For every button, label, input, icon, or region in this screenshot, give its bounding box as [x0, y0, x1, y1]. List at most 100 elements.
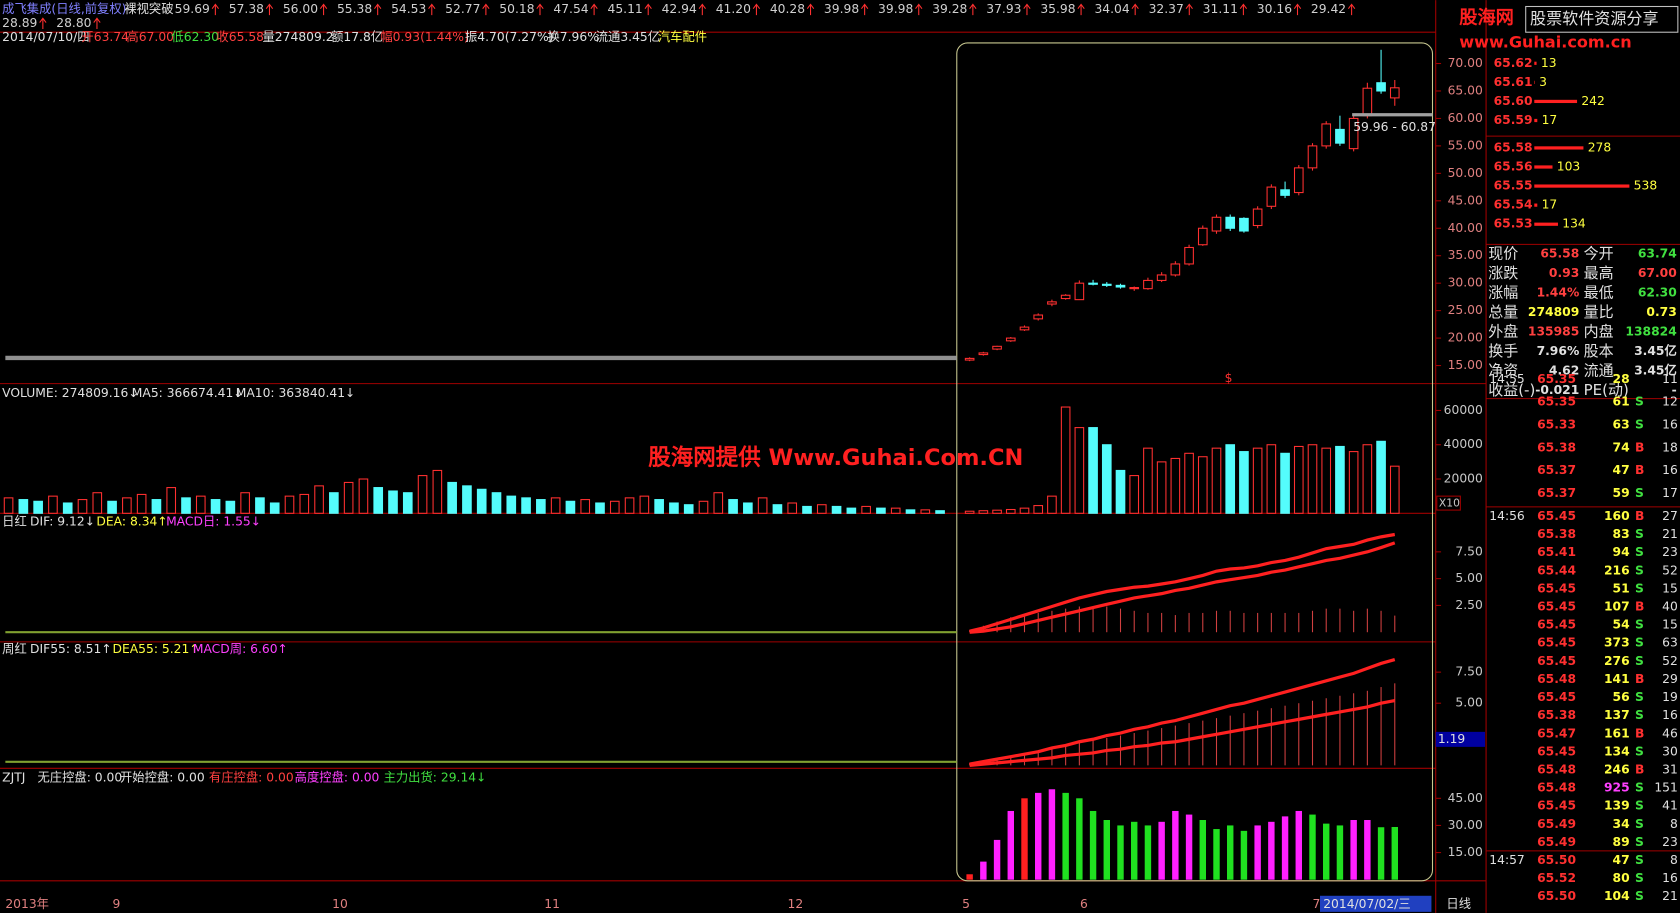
zjtj-bar	[1185, 814, 1193, 880]
volume-bar	[299, 493, 310, 514]
volume-bar	[609, 500, 620, 514]
header-item: 开63.74	[81, 30, 129, 44]
y-tick-label: 35.00	[1448, 248, 1483, 262]
quote-label: 外盘	[1488, 323, 1518, 341]
trade-count: 46	[1662, 726, 1678, 740]
up-arrow	[319, 3, 328, 16]
level: 34.04	[1094, 2, 1129, 16]
volume-bar	[240, 492, 250, 514]
level: 31.11	[1203, 2, 1238, 16]
trade-side: S	[1635, 527, 1644, 541]
zjtj-bar	[1172, 810, 1179, 880]
volume-bar	[343, 481, 354, 514]
quote-label: 流通	[1584, 361, 1614, 379]
volume-bar	[743, 502, 753, 514]
quote-label: 换手	[1488, 342, 1518, 360]
up-arrow	[590, 3, 598, 16]
logo-url: www.Guhai.com.cn	[1459, 32, 1631, 51]
volume-bar	[388, 490, 398, 514]
y-tick-label: 20000	[1444, 472, 1483, 486]
y-tick-label: 50.00	[1448, 166, 1483, 180]
zjtj-bar	[1391, 826, 1398, 880]
trade-side: S	[1635, 817, 1644, 831]
candle-body	[1088, 282, 1098, 285]
y-tick-label: 15.00	[1448, 845, 1483, 859]
trade-volume: 83	[1613, 527, 1630, 541]
book-volume: 242	[1581, 94, 1605, 108]
trade-price: 65.47	[1537, 726, 1576, 740]
trade-count: 11	[1662, 372, 1678, 386]
y-tick-label: 65.00	[1448, 83, 1483, 97]
book-price: 65.53	[1494, 217, 1533, 231]
volume-bar	[816, 504, 827, 514]
trade-side: B	[1635, 440, 1644, 454]
x-label: 11	[544, 897, 560, 911]
quote-value: 63.74	[1638, 246, 1677, 260]
level: 42.94	[662, 2, 697, 16]
trade-volume: 104	[1604, 889, 1630, 903]
panel-label: MACD日: 1.55↓	[166, 514, 261, 528]
trade-price: 65.41	[1537, 545, 1576, 559]
trade-side: B	[1635, 463, 1644, 477]
up-arrow	[752, 3, 761, 16]
candle-body	[1266, 186, 1277, 207]
quote-value: 3.45亿	[1634, 343, 1677, 358]
book-volume: 13	[1541, 56, 1557, 70]
volume-bar	[1197, 456, 1208, 514]
volume-bar	[876, 507, 886, 514]
level: 59.69	[175, 2, 210, 16]
volume-bar	[728, 499, 738, 514]
volume-bar	[462, 485, 472, 514]
zjtj-bar	[1295, 810, 1302, 880]
level: 55.38	[337, 2, 372, 16]
panel-label: 无庄控盘: 0.00	[38, 769, 123, 784]
quote-value: 138824	[1625, 325, 1676, 339]
zjtj-bar	[1158, 821, 1165, 880]
up-arrow	[211, 3, 219, 16]
book-volume: 103	[1557, 160, 1581, 174]
zjtj-bar	[1035, 792, 1042, 880]
volume-bar	[1019, 507, 1030, 514]
trade-volume: 373	[1604, 636, 1630, 650]
candle-body	[1019, 326, 1030, 331]
candle-body	[1376, 82, 1386, 92]
quote-label: 股本	[1584, 342, 1614, 360]
trade-count: 21	[1662, 889, 1678, 903]
candle-body	[1335, 128, 1345, 144]
level: 39.98	[824, 2, 859, 16]
y-tick-label: 2.50	[1455, 598, 1483, 612]
zjtj-bar	[1007, 810, 1014, 880]
volume-bar	[1170, 457, 1181, 514]
level: 29.42	[1311, 2, 1346, 16]
volume-bar	[787, 502, 798, 514]
zjtj-bar	[1021, 798, 1028, 880]
quote-label: 今开	[1584, 244, 1614, 262]
volume-bar	[920, 509, 931, 514]
trade-volume: 107	[1604, 600, 1630, 614]
level: 30.16	[1257, 2, 1292, 16]
book-volume: 278	[1588, 140, 1612, 154]
trade-count: 16	[1662, 463, 1678, 477]
trade-count: 16	[1662, 417, 1678, 431]
volume-bar	[846, 507, 857, 514]
up-arrow	[428, 3, 436, 16]
volume-bar	[536, 499, 546, 514]
trade-volume: 28	[1613, 372, 1630, 386]
trade-volume: 161	[1604, 726, 1630, 740]
zjtj-bar	[1117, 825, 1124, 880]
trade-volume: 47	[1613, 853, 1630, 867]
quote-label: 收益(-)	[1488, 381, 1535, 399]
quote-label: 总量	[1488, 303, 1518, 321]
volume-bar	[284, 495, 295, 514]
volume-bar	[1225, 444, 1236, 514]
zjtj-bar	[1254, 825, 1261, 880]
zjtj-bar	[1062, 792, 1069, 880]
volume-bar	[669, 502, 679, 514]
y-tick-label: 45.00	[1448, 193, 1483, 207]
y-tick-label: 5.00	[1455, 696, 1483, 710]
period: 日线	[1446, 897, 1471, 911]
header-item: 换7.96%	[548, 30, 600, 44]
logo-slogan: 股票软件资源分享	[1530, 9, 1659, 28]
volume-bar	[992, 509, 1002, 514]
trade-volume: 74	[1613, 440, 1630, 454]
